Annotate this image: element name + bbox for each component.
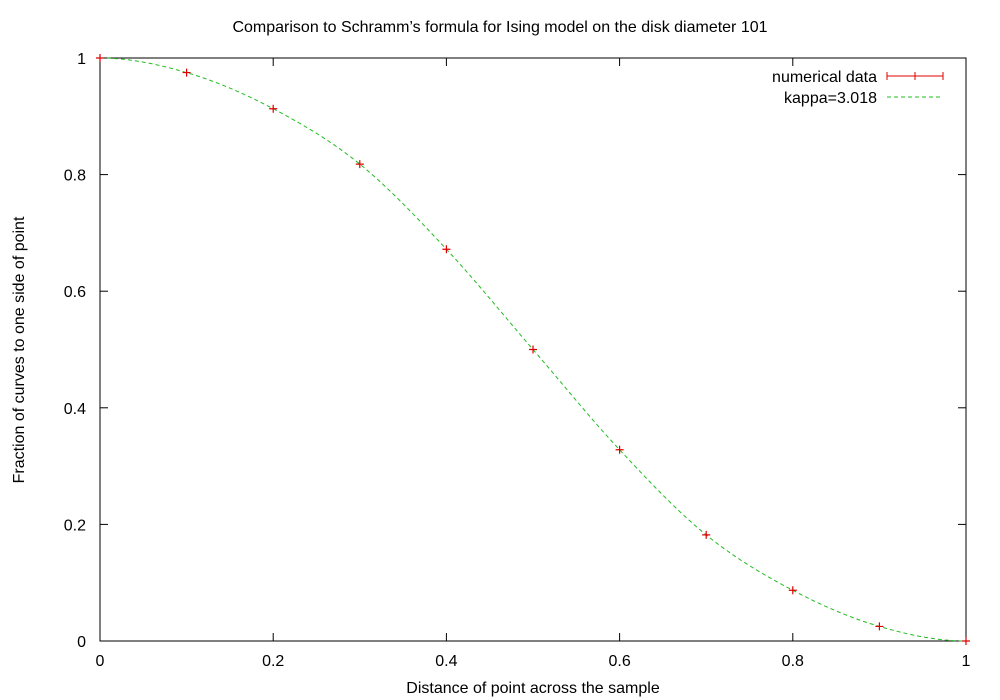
data-point xyxy=(96,54,104,62)
x-tick-label: 0.8 xyxy=(782,653,804,670)
y-tick-label: 0.6 xyxy=(64,284,86,301)
legend-label-numerical-data: numerical data xyxy=(772,69,877,86)
x-axis-label: Distance of point across the sample xyxy=(406,680,660,697)
legend-label-kappa: kappa=3.018 xyxy=(784,90,877,107)
y-axis-label: Fraction of curves to one side of point xyxy=(11,216,28,484)
axis-ticks xyxy=(99,57,967,642)
data-point xyxy=(788,586,797,595)
x-tick-label: 0 xyxy=(96,653,105,670)
series-layer xyxy=(96,54,970,645)
data-point xyxy=(269,104,278,113)
data-point xyxy=(182,68,191,77)
y-tick-label: 0 xyxy=(77,634,86,651)
legend: numerical data kappa=3.018 xyxy=(772,69,944,107)
y-tick-label: 1 xyxy=(77,51,86,68)
y-tick-label: 0.4 xyxy=(64,401,86,418)
data-point xyxy=(615,445,624,454)
data-point xyxy=(442,245,451,254)
x-tick-label: 0.4 xyxy=(435,653,457,670)
data-point xyxy=(962,637,970,645)
x-tick-label: 1 xyxy=(962,653,971,670)
data-point xyxy=(875,622,884,631)
x-tick-label: 0.2 xyxy=(262,653,284,670)
plot-frame xyxy=(99,57,967,642)
y-tick-label: 0.8 xyxy=(64,168,86,185)
y-tick-label: 0.2 xyxy=(64,517,86,534)
x-tick-label: 0.6 xyxy=(608,653,630,670)
data-point xyxy=(529,345,537,354)
chart-title: Comparison to Schramm’s formula for Isin… xyxy=(232,19,768,36)
axis-tick-labels: 0 0.2 0.4 0.6 0.8 1 0 0.2 0.4 0.6 0.8 1 xyxy=(64,51,971,670)
data-point xyxy=(355,160,364,169)
data-point xyxy=(702,530,711,539)
series-numerical-data xyxy=(96,54,970,645)
